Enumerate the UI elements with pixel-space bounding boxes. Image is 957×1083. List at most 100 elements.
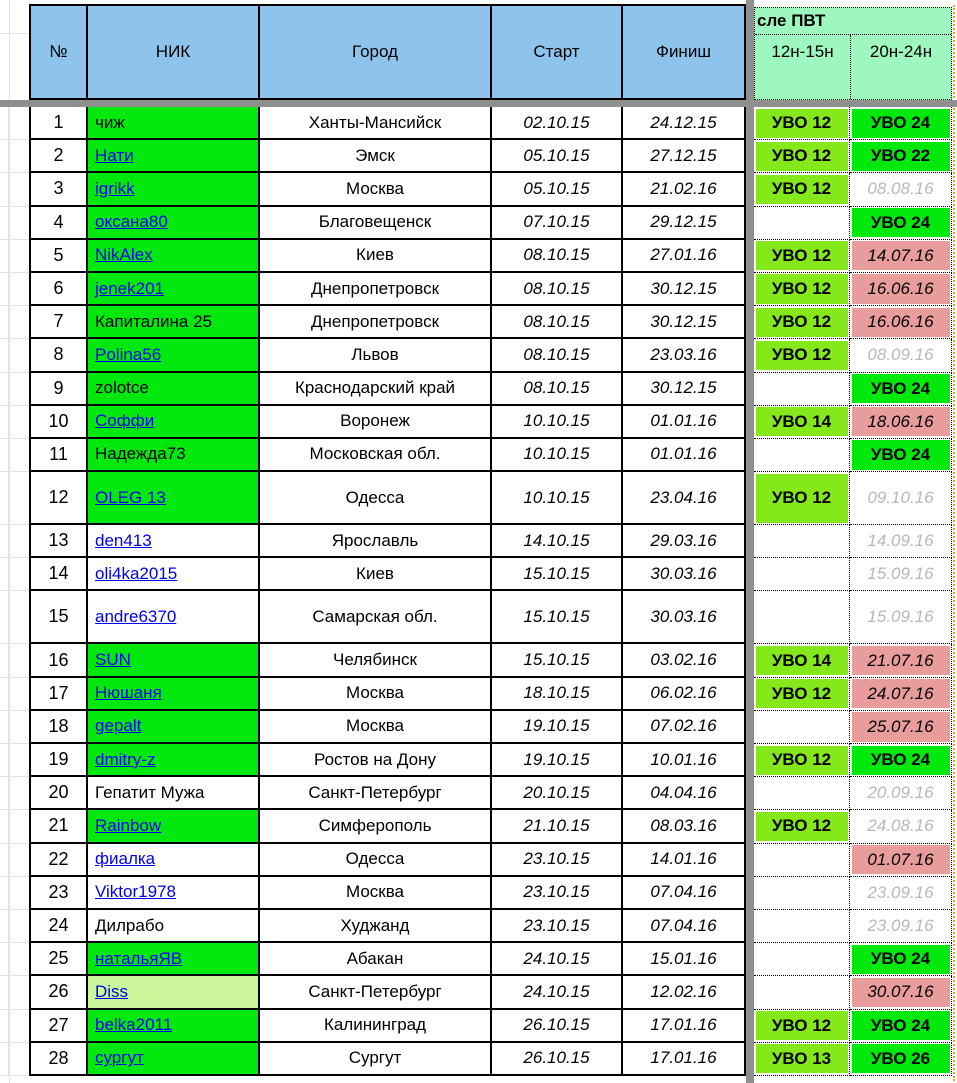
cell-uvo-12-15[interactable] (754, 438, 850, 473)
cell-finish[interactable]: 03.02.16 (623, 644, 746, 678)
cell-uvo-20-24[interactable]: УВО 24 (850, 107, 952, 141)
cell-start[interactable]: 26.10.15 (492, 1042, 623, 1076)
cell-city[interactable]: Одесса (260, 843, 492, 877)
cell-start[interactable]: 10.10.15 (492, 438, 623, 473)
nick-link[interactable]: dmitry-z (95, 749, 156, 769)
cell-city[interactable]: Симферополь (260, 810, 492, 844)
cell-uvo-12-15[interactable]: УВО 13 (754, 1042, 850, 1076)
cell-nick[interactable]: gepalt (88, 710, 260, 744)
cell-nick[interactable]: zolotce (88, 372, 260, 406)
cell-uvo-12-15[interactable]: УВО 12 (754, 1009, 850, 1043)
cell-finish[interactable]: 23.04.16 (623, 472, 746, 526)
cell-num[interactable]: 4 (29, 206, 88, 240)
cell-start[interactable]: 08.10.15 (492, 372, 623, 406)
cell-city[interactable]: Сургут (260, 1042, 492, 1076)
cell-uvo-12-15[interactable]: УВО 14 (754, 405, 850, 439)
cell-city[interactable]: Ярославль (260, 525, 492, 559)
cell-start[interactable]: 26.10.15 (492, 1009, 623, 1043)
cell-uvo-12-15[interactable]: УВО 12 (754, 107, 850, 141)
cell-city[interactable]: Москва (260, 710, 492, 744)
cell-uvo-20-24[interactable]: УВО 24 (850, 744, 952, 778)
cell-num[interactable]: 27 (29, 1009, 88, 1043)
cell-nick[interactable]: igrikk (88, 173, 260, 207)
cell-finish[interactable]: 21.02.16 (623, 173, 746, 207)
cell-uvo-20-24[interactable]: УВО 24 (850, 1009, 952, 1043)
cell-city[interactable]: Московская обл. (260, 438, 492, 473)
nick-link[interactable]: belka2011 (95, 1015, 173, 1035)
cell-uvo-20-24[interactable]: 18.06.16 (850, 405, 952, 439)
cell-num[interactable]: 18 (29, 710, 88, 744)
cell-uvo-12-15[interactable]: УВО 12 (754, 272, 850, 307)
cell-uvo-12-15[interactable] (754, 591, 850, 645)
nick-link[interactable]: den413 (95, 530, 152, 550)
cell-num[interactable]: 13 (29, 525, 88, 559)
cell-city[interactable]: Калининград (260, 1009, 492, 1043)
cell-uvo-12-15[interactable]: УВО 12 (754, 472, 850, 526)
cell-start[interactable]: 24.10.15 (492, 943, 623, 977)
cell-city[interactable]: Москва (260, 173, 492, 207)
cell-start[interactable]: 15.10.15 (492, 591, 623, 645)
cell-uvo-20-24[interactable]: 01.07.16 (850, 843, 952, 877)
cell-uvo-12-15[interactable] (754, 372, 850, 406)
cell-nick[interactable]: jenek201 (88, 272, 260, 307)
cell-uvo-12-15[interactable]: УВО 12 (754, 339, 850, 373)
cell-num[interactable]: 1 (29, 107, 88, 141)
cell-finish[interactable]: 24.12.15 (623, 107, 746, 141)
cell-finish[interactable]: 15.01.16 (623, 943, 746, 977)
cell-finish[interactable]: 12.02.16 (623, 976, 746, 1010)
cell-uvo-20-24[interactable]: 15.09.16 (850, 591, 952, 645)
cell-num[interactable]: 5 (29, 239, 88, 273)
cell-nick[interactable]: натальяЯВ (88, 943, 260, 977)
cell-uvo-12-15[interactable] (754, 710, 850, 744)
cell-city[interactable]: Челябинск (260, 644, 492, 678)
cell-start[interactable]: 21.10.15 (492, 810, 623, 844)
cell-uvo-20-24[interactable]: УВО 26 (850, 1042, 952, 1076)
cell-finish[interactable]: 29.12.15 (623, 206, 746, 240)
cell-city[interactable]: Днепропетровск (260, 306, 492, 340)
cell-finish[interactable]: 30.03.16 (623, 591, 746, 645)
cell-nick[interactable]: andre6370 (88, 591, 260, 645)
cell-num[interactable]: 14 (29, 558, 88, 592)
cell-uvo-20-24[interactable]: 15.09.16 (850, 558, 952, 592)
cell-start[interactable]: 10.10.15 (492, 472, 623, 526)
cell-num[interactable]: 16 (29, 644, 88, 678)
nick-link[interactable]: Rainbow (95, 815, 162, 835)
nick-link[interactable]: натальяЯВ (95, 948, 183, 968)
cell-uvo-12-15[interactable] (754, 843, 850, 877)
header-cell-12n-15n[interactable]: 12н-15н (755, 35, 851, 99)
cell-start[interactable]: 15.10.15 (492, 558, 623, 592)
cell-uvo-20-24[interactable]: 20.09.16 (850, 777, 952, 811)
cell-uvo-12-15[interactable]: УВО 12 (754, 239, 850, 273)
cell-finish[interactable]: 10.01.16 (623, 744, 746, 778)
cell-start[interactable]: 05.10.15 (492, 140, 623, 174)
cell-uvo-20-24[interactable]: 14.07.16 (850, 239, 952, 273)
cell-uvo-12-15[interactable]: УВО 12 (754, 140, 850, 174)
cell-uvo-20-24[interactable]: 16.06.16 (850, 272, 952, 307)
cell-uvo-20-24[interactable]: 30.07.16 (850, 976, 952, 1010)
cell-city[interactable]: Ханты-Мансийск (260, 107, 492, 141)
pane-divider-vertical[interactable] (746, 0, 754, 1083)
cell-start[interactable]: 07.10.15 (492, 206, 623, 240)
cell-uvo-20-24[interactable]: 23.09.16 (850, 909, 952, 944)
cell-uvo-20-24[interactable]: 25.07.16 (850, 710, 952, 744)
cell-uvo-20-24[interactable]: 08.08.16 (850, 173, 952, 207)
cell-city[interactable]: Эмск (260, 140, 492, 174)
cell-city[interactable]: Абакан (260, 943, 492, 977)
cell-uvo-12-15[interactable]: УВО 12 (754, 810, 850, 844)
header-cell-num[interactable]: № (29, 4, 88, 100)
cell-start[interactable]: 14.10.15 (492, 525, 623, 559)
cell-num[interactable]: 25 (29, 943, 88, 977)
nick-link[interactable]: фиалка (95, 849, 156, 869)
nick-link[interactable]: NikAlex (95, 245, 153, 265)
nick-link[interactable]: сургут (95, 1048, 144, 1068)
cell-city[interactable]: Днепропетровск (260, 272, 492, 307)
cell-finish[interactable]: 27.01.16 (623, 239, 746, 273)
cell-finish[interactable]: 23.03.16 (623, 339, 746, 373)
cell-uvo-12-15[interactable] (754, 976, 850, 1010)
cell-num[interactable]: 9 (29, 372, 88, 406)
cell-nick[interactable]: сургут (88, 1042, 260, 1076)
cell-nick[interactable]: belka2011 (88, 1009, 260, 1043)
cell-finish[interactable]: 14.01.16 (623, 843, 746, 877)
cell-nick[interactable]: Дилрабо (88, 909, 260, 944)
cell-nick[interactable]: Viktor1978 (88, 876, 260, 910)
